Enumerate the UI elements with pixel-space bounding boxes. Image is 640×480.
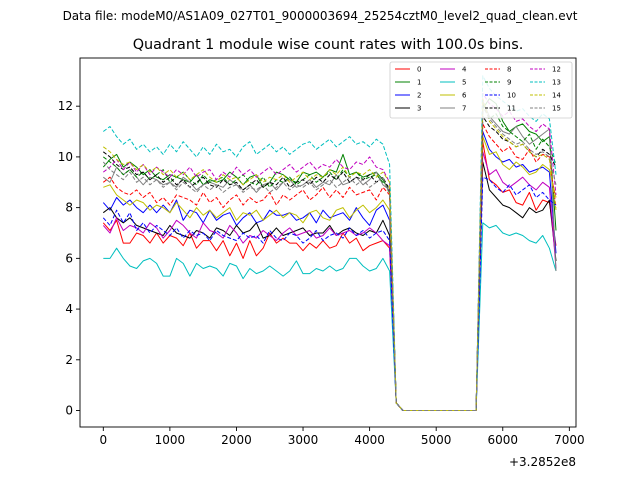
chart-suptitle: Data file: modeM0/AS1A09_027T01_90000036… (63, 9, 578, 23)
x-tick-label: 1000 (155, 433, 186, 447)
legend-label-4: 4 (462, 66, 467, 74)
series-line-13 (103, 75, 557, 411)
legend-label-1: 1 (417, 79, 421, 87)
series-line-3 (102, 161, 557, 411)
legend-label-7: 7 (462, 105, 466, 113)
legend-label-0: 0 (417, 66, 421, 74)
plot-frame (79, 57, 577, 428)
legend-label-12: 12 (552, 66, 561, 74)
legend-label-13: 13 (552, 79, 561, 87)
series-line-9 (102, 103, 557, 411)
y-tick-label: 2 (65, 353, 73, 367)
legend-label-11: 11 (507, 105, 516, 113)
legend-label-3: 3 (417, 105, 421, 113)
series-line-12 (103, 93, 557, 411)
x-axis-offset-label: +3.2852e8 (509, 455, 576, 469)
legend-label-10: 10 (507, 92, 516, 100)
x-tick-label: 5000 (421, 433, 452, 447)
series-line-11 (102, 115, 557, 411)
y-tick-label: 12 (58, 99, 73, 113)
x-tick-label: 7000 (554, 433, 585, 447)
series-line-14 (103, 98, 557, 411)
legend-label-14: 14 (552, 92, 561, 100)
series-layer (102, 75, 557, 411)
y-tick-label: 0 (65, 404, 73, 418)
series-line-8 (102, 123, 557, 411)
chart-title: Quadrant 1 module wise count rates with … (133, 37, 524, 53)
series-line-7 (102, 100, 557, 411)
x-tick-label: 0 (99, 433, 107, 447)
y-tick-label: 10 (58, 150, 73, 164)
legend-label-15: 15 (552, 105, 561, 113)
y-tick-label: 8 (65, 201, 73, 215)
series-line-10 (102, 176, 557, 411)
legend-label-2: 2 (417, 92, 421, 100)
series-line-4 (102, 151, 557, 411)
legend-box (389, 61, 573, 119)
series-line-15 (102, 105, 557, 411)
series-line-0 (102, 141, 557, 411)
x-tick-label: 6000 (487, 433, 518, 447)
legend-label-5: 5 (462, 79, 466, 87)
legend-label-6: 6 (462, 92, 467, 100)
legend-label-9: 9 (507, 79, 511, 87)
series-line-5 (103, 222, 557, 411)
x-tick-label: 2000 (221, 433, 252, 447)
legend-label-8: 8 (507, 66, 511, 74)
y-tick-label: 6 (65, 251, 73, 265)
y-tick-label: 4 (65, 302, 73, 316)
x-tick-label: 4000 (354, 433, 385, 447)
x-tick-label: 3000 (288, 433, 319, 447)
